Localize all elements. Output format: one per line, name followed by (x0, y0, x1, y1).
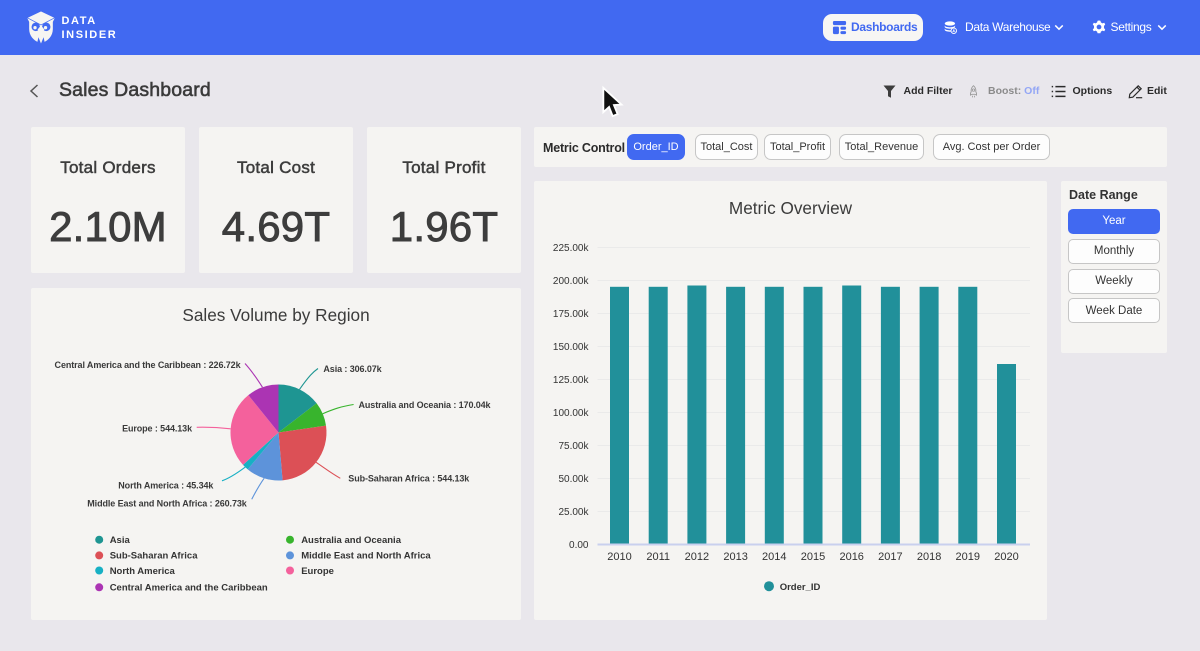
svg-text:Australia and Oceania: Australia and Oceania (301, 535, 402, 546)
svg-text:Europe: Europe (301, 566, 334, 577)
svg-text:North America : 45.34k: North America : 45.34k (118, 480, 214, 490)
svg-text:25.00k: 25.00k (558, 507, 589, 518)
svg-text:2013: 2013 (723, 551, 747, 563)
svg-text:Middle East and North Africa :: Middle East and North Africa : 260.73k (87, 499, 248, 509)
svg-text:200.00k: 200.00k (553, 276, 590, 287)
svg-text:2016: 2016 (839, 551, 863, 563)
svg-text:Asia : 306.07k: Asia : 306.07k (323, 364, 382, 374)
svg-text:Sub-Saharan Africa: Sub-Saharan Africa (110, 551, 199, 562)
svg-text:75.00k: 75.00k (558, 441, 589, 452)
svg-text:2017: 2017 (878, 551, 902, 563)
svg-text:2019: 2019 (956, 551, 980, 563)
svg-text:Order_ID: Order_ID (780, 582, 821, 593)
svg-text:Australia and Oceania : 170.04: Australia and Oceania : 170.04k (359, 400, 492, 410)
svg-text:Sub-Saharan Africa : 544.13k: Sub-Saharan Africa : 544.13k (348, 474, 470, 484)
svg-text:North America: North America (110, 566, 176, 577)
svg-text:Middle East and North Africa: Middle East and North Africa (301, 551, 431, 562)
svg-text:Asia: Asia (110, 535, 131, 546)
svg-text:Central America and the Caribb: Central America and the Caribbean (110, 583, 268, 594)
svg-text:175.00k: 175.00k (553, 309, 590, 320)
svg-text:225.00k: 225.00k (553, 243, 590, 254)
svg-text:Europe : 544.13k: Europe : 544.13k (122, 423, 193, 433)
svg-text:150.00k: 150.00k (553, 342, 590, 353)
svg-text:100.00k: 100.00k (553, 408, 590, 419)
svg-text:Central America and the Caribb: Central America and the Caribbean : 226.… (55, 360, 242, 370)
svg-text:Metric Overview: Metric Overview (729, 198, 853, 218)
svg-text:2015: 2015 (801, 551, 825, 563)
svg-text:2018: 2018 (917, 551, 941, 563)
svg-text:2014: 2014 (762, 551, 786, 563)
svg-text:2010: 2010 (607, 551, 631, 563)
svg-text:2011: 2011 (646, 551, 670, 563)
svg-text:2020: 2020 (994, 551, 1018, 563)
svg-text:2012: 2012 (685, 551, 709, 563)
svg-text:Sales Volume by Region: Sales Volume by Region (182, 305, 369, 325)
svg-text:50.00k: 50.00k (558, 474, 589, 485)
svg-text:0.00: 0.00 (569, 540, 589, 551)
svg-text:125.00k: 125.00k (553, 375, 590, 386)
